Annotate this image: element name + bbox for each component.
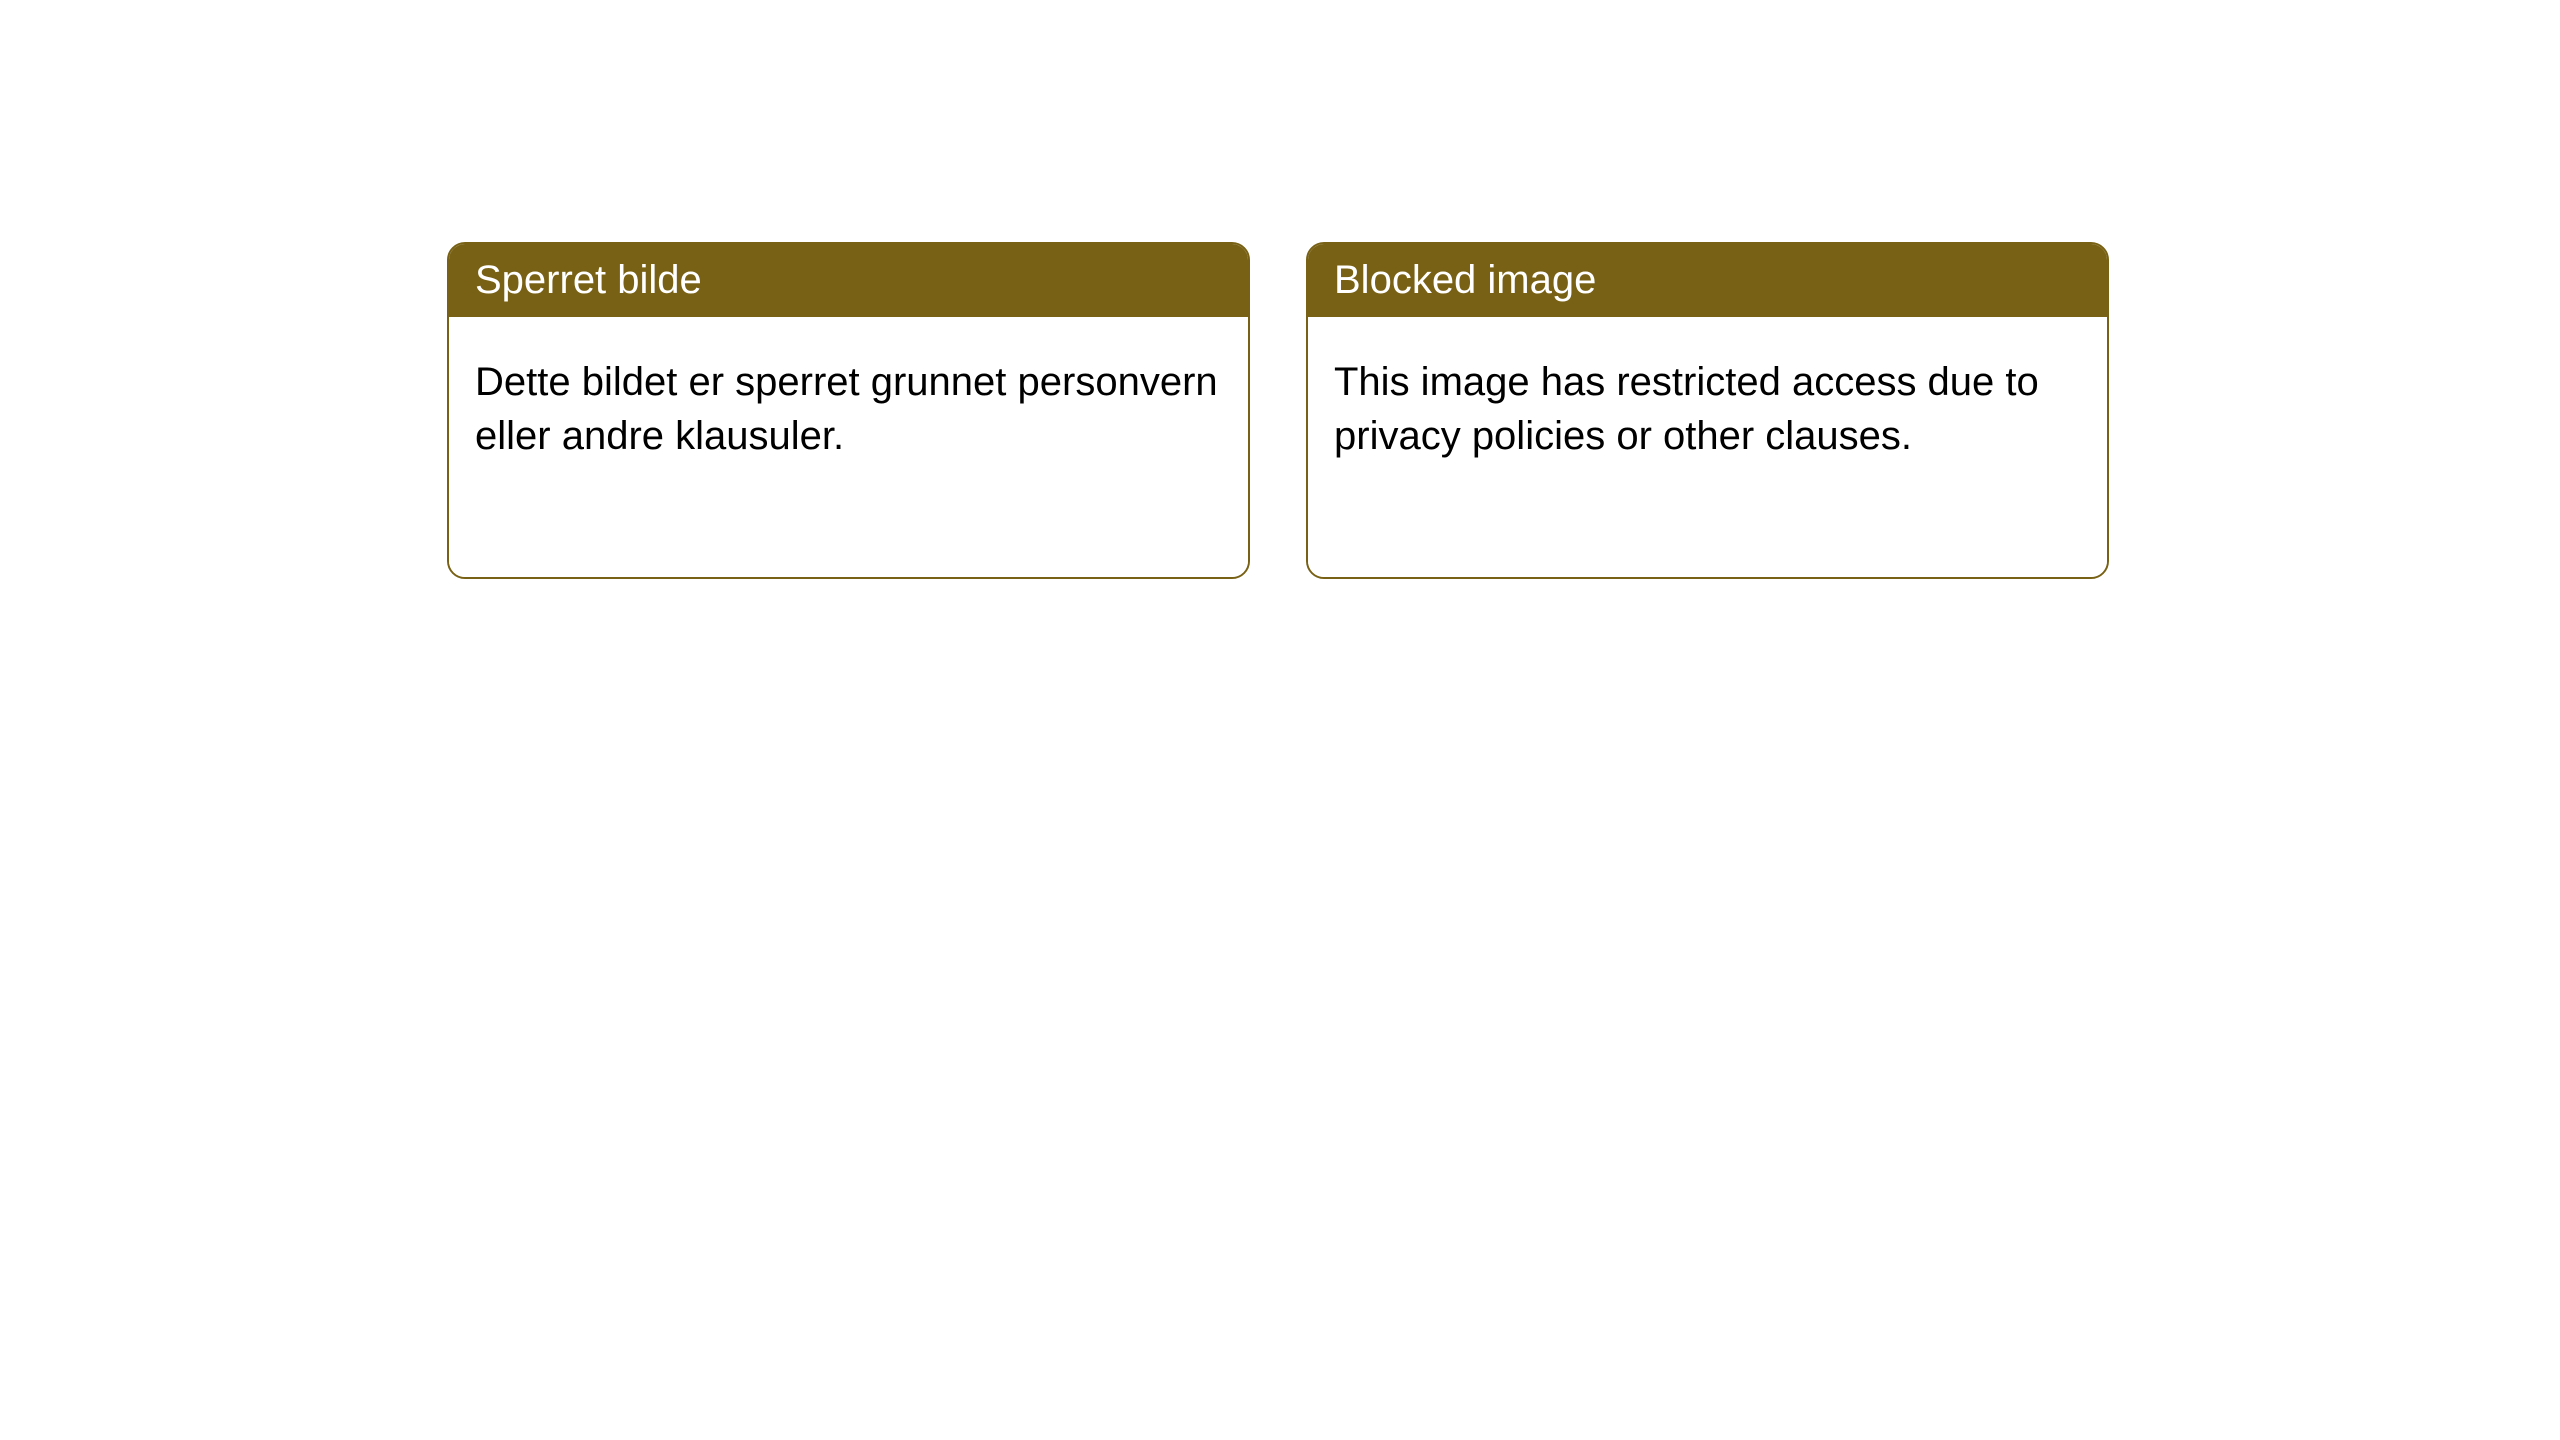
card-text-no: Dette bildet er sperret grunnet personve… [475,360,1218,458]
blocked-image-card-en: Blocked image This image has restricted … [1306,242,2109,579]
card-header-en: Blocked image [1308,244,2107,317]
card-title-en: Blocked image [1334,258,1596,302]
card-body-no: Dette bildet er sperret grunnet personve… [449,317,1248,577]
card-body-en: This image has restricted access due to … [1308,317,2107,577]
card-title-no: Sperret bilde [475,258,702,302]
card-text-en: This image has restricted access due to … [1334,360,2039,458]
blocked-image-card-no: Sperret bilde Dette bildet er sperret gr… [447,242,1250,579]
blocked-image-cards: Sperret bilde Dette bildet er sperret gr… [447,242,2109,579]
card-header-no: Sperret bilde [449,244,1248,317]
